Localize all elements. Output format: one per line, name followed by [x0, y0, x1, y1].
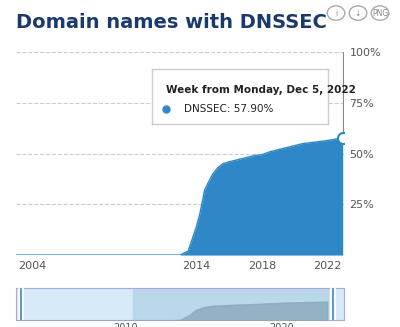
Text: PNG: PNG — [372, 9, 388, 18]
Text: ↓: ↓ — [355, 9, 361, 18]
Text: Domain names with DNSSEC: Domain names with DNSSEC — [16, 13, 327, 32]
Text: DNSSEC: 57.90%: DNSSEC: 57.90% — [184, 104, 273, 114]
Text: Week from Monday, Dec 5, 2022: Week from Monday, Dec 5, 2022 — [166, 85, 356, 95]
Text: i: i — [335, 9, 337, 18]
Bar — [133, 288, 328, 320]
